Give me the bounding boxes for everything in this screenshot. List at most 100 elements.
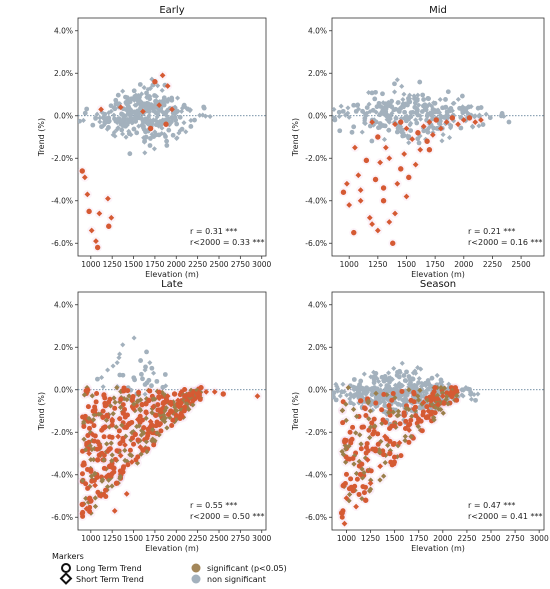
significant-point <box>170 417 176 423</box>
significant-point <box>375 441 381 447</box>
non-significant-point <box>119 127 125 133</box>
significant-point <box>417 146 424 153</box>
significant-point <box>85 485 91 491</box>
non-significant-point <box>272 115 277 120</box>
y-tick-label: 2.0% <box>308 343 327 352</box>
non-significant-point <box>120 372 126 378</box>
non-significant-point <box>358 392 364 398</box>
non-significant-point <box>142 138 147 144</box>
significant-point <box>424 138 430 144</box>
non-significant-point <box>108 103 114 109</box>
significant-point <box>126 421 132 427</box>
non-significant-point <box>381 111 387 117</box>
significant-point <box>434 396 440 402</box>
y-tick-label: -4.0% <box>51 470 73 479</box>
non-significant-point <box>100 384 106 390</box>
non-significant-point <box>393 383 399 389</box>
legend-markers-title: Markers <box>52 552 84 561</box>
non-significant-point <box>131 126 137 132</box>
non-significant-point <box>147 360 153 366</box>
significant-point <box>409 136 416 142</box>
non-significant-point <box>364 105 370 111</box>
y-tick-label: 4.0% <box>54 26 73 35</box>
significant-point <box>161 399 168 406</box>
significant-point <box>93 399 99 405</box>
significant-point <box>135 437 141 443</box>
non-significant-point <box>421 97 426 102</box>
x-tick-label: 1750 <box>145 260 164 269</box>
non-significant-point <box>327 118 332 123</box>
significant-point <box>113 480 120 486</box>
non-significant-point <box>425 386 431 392</box>
significant-point <box>90 408 96 414</box>
x-tick-label: 1000 <box>337 534 356 543</box>
non-significant-point <box>438 377 444 383</box>
non-significant-point <box>336 109 342 115</box>
significant-point <box>92 482 98 489</box>
significant-point <box>91 423 97 429</box>
non-significant-point <box>391 107 397 113</box>
non-significant-point <box>434 372 440 378</box>
x-axis-label: Elevation (m) <box>411 270 465 279</box>
non-significant-point <box>362 116 368 121</box>
significant-point <box>430 391 436 397</box>
non-significant-point <box>188 124 194 129</box>
significant-point <box>120 465 126 471</box>
non-significant-point <box>185 106 191 112</box>
non-significant-point <box>402 109 408 115</box>
x-tick-label: 3000 <box>252 534 271 543</box>
non-significant-point <box>106 115 112 121</box>
non-significant-point <box>166 127 172 133</box>
non-significant-point <box>179 108 185 114</box>
non-significant-point <box>142 382 148 387</box>
significant-point <box>186 406 192 413</box>
non-significant-point <box>418 366 424 372</box>
non-significant-point <box>140 120 146 126</box>
x-tick-label: 1000 <box>81 534 100 543</box>
non-significant-point <box>342 112 349 118</box>
significant-point <box>88 467 94 474</box>
non-significant-point <box>151 146 157 152</box>
x-tick-label: 1750 <box>145 534 164 543</box>
non-significant-point <box>179 126 185 132</box>
significant-point <box>401 151 408 157</box>
panel-early: Early 4.0% 2.0% 0.0% -2.0% -4.0% -6.0% 1000 1250… <box>37 5 271 279</box>
non-significant-point <box>371 369 377 375</box>
non-significant-point <box>417 79 423 85</box>
significant-point <box>362 406 368 412</box>
significant-point <box>194 391 201 397</box>
significant-point <box>120 435 126 441</box>
non-significant-point <box>351 124 357 130</box>
non-significant-point <box>126 118 132 125</box>
significant-point <box>98 493 104 499</box>
non-significant-point <box>201 105 207 111</box>
non-significant-point <box>459 93 465 99</box>
non-significant-point <box>359 129 365 135</box>
significant-point <box>426 119 433 125</box>
non-significant-point <box>84 106 90 112</box>
significant-point <box>340 189 347 195</box>
significant-point <box>117 416 123 422</box>
non-significant-point <box>377 399 383 405</box>
y-tick-label: 2.0% <box>54 343 73 352</box>
significant-point <box>403 418 409 424</box>
y-tick-label: 0.0% <box>308 111 327 120</box>
significant-point <box>399 388 405 394</box>
significant-point <box>163 405 169 411</box>
significant-point <box>145 426 151 432</box>
non-significant-point <box>174 135 180 141</box>
significant-point <box>203 389 210 395</box>
non-significant-point <box>163 113 169 119</box>
non-significant-point <box>168 120 174 126</box>
non-significant-point <box>429 375 435 381</box>
significant-point <box>80 509 86 515</box>
non-significant-point <box>419 380 425 386</box>
non-significant-point <box>396 396 402 402</box>
significant-point <box>173 408 180 414</box>
significant-point <box>398 119 404 125</box>
significant-point <box>179 413 185 419</box>
significant-point <box>380 185 387 191</box>
non-significant-point <box>106 110 112 116</box>
non-significant-point <box>435 109 441 115</box>
significant-point <box>181 408 187 414</box>
